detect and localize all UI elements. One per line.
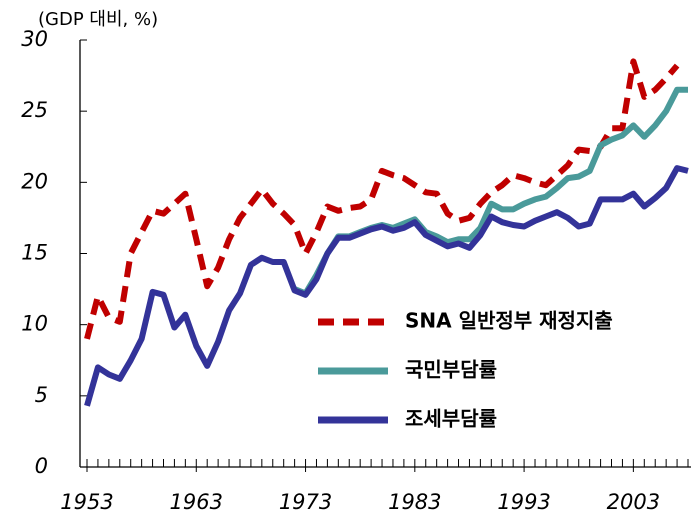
- x-tick-label: 1963: [170, 490, 223, 514]
- y-tick-label: 15: [21, 241, 48, 265]
- y-tick-label: 5: [35, 383, 48, 407]
- x-tick-label: 2003: [607, 490, 660, 514]
- y-tick-label: 10: [21, 312, 48, 336]
- legend-label: 국민부담률: [405, 358, 497, 382]
- unit-label: (GDP 대비, %): [38, 9, 158, 30]
- x-tick-label: 1993: [497, 490, 550, 514]
- series-line: [84, 58, 680, 340]
- y-tick-label: 0: [35, 454, 48, 478]
- x-tick-label: 1983: [388, 490, 441, 514]
- x-tick-label: 1953: [60, 490, 113, 514]
- y-tick-label: 20: [21, 169, 48, 193]
- series-line: [293, 86, 688, 297]
- y-tick-label: 30: [21, 27, 48, 51]
- legend-label: SNA 일반정부 재정지출: [405, 309, 613, 333]
- y-tick-label: 25: [21, 98, 48, 122]
- x-tick-label: 1973: [279, 490, 332, 514]
- series-line: [84, 165, 689, 407]
- legend-label: 조세부담률: [405, 407, 497, 431]
